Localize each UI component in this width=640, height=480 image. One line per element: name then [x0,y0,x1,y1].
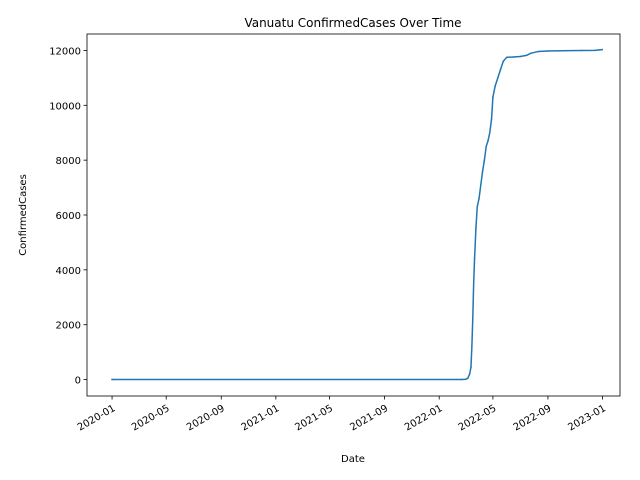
axes-frame [86,33,621,397]
data-point [490,118,493,120]
y-tick-label: 10000 [49,101,81,112]
data-point [494,85,496,87]
data-point [489,131,491,134]
data-point [530,52,532,54]
data-point [580,49,583,52]
y-tick-label: 4000 [56,266,81,277]
data-point [594,49,596,52]
data-point [472,318,474,320]
data-point [519,55,521,58]
y-tick-label: 0 [75,376,81,387]
data-point [472,282,475,285]
data-point [473,258,476,260]
data-point [460,378,463,381]
data-point [512,56,514,58]
data-point [481,170,484,172]
y-tick-label: 2000 [56,321,81,332]
y-tick-label: 8000 [56,156,81,167]
data-point [547,50,549,52]
data-point [499,68,502,71]
data-point [478,197,480,200]
data-point [475,227,477,230]
data-point [476,206,478,208]
data-point [560,49,563,52]
y-tick-label: 12000 [49,46,81,57]
data-point [467,377,469,379]
data-point [480,184,482,186]
data-point [502,60,504,63]
data-point [506,56,508,59]
data-point [470,366,472,368]
y-axis-label: ConfirmedCases [18,174,29,256]
series-layer [111,48,603,381]
data-point [111,378,113,381]
data-point [483,159,486,161]
data-point [487,140,489,142]
data-point [485,145,487,148]
data-point [492,96,494,98]
data-point [471,345,473,348]
y-tick-label: 6000 [56,211,81,222]
data-point [468,373,471,375]
data-point [525,54,528,57]
chart-title: Vanuatu ConfirmedCases Over Time [244,16,461,30]
x-axis-label: Date [341,454,365,465]
data-point [497,77,499,79]
data-point [601,48,603,51]
data-point [464,378,467,381]
data-point [537,50,539,53]
data-point [598,49,601,51]
y-axis-ticks: 0 2000 4000 6000 8000 10000 12000 [49,46,87,387]
